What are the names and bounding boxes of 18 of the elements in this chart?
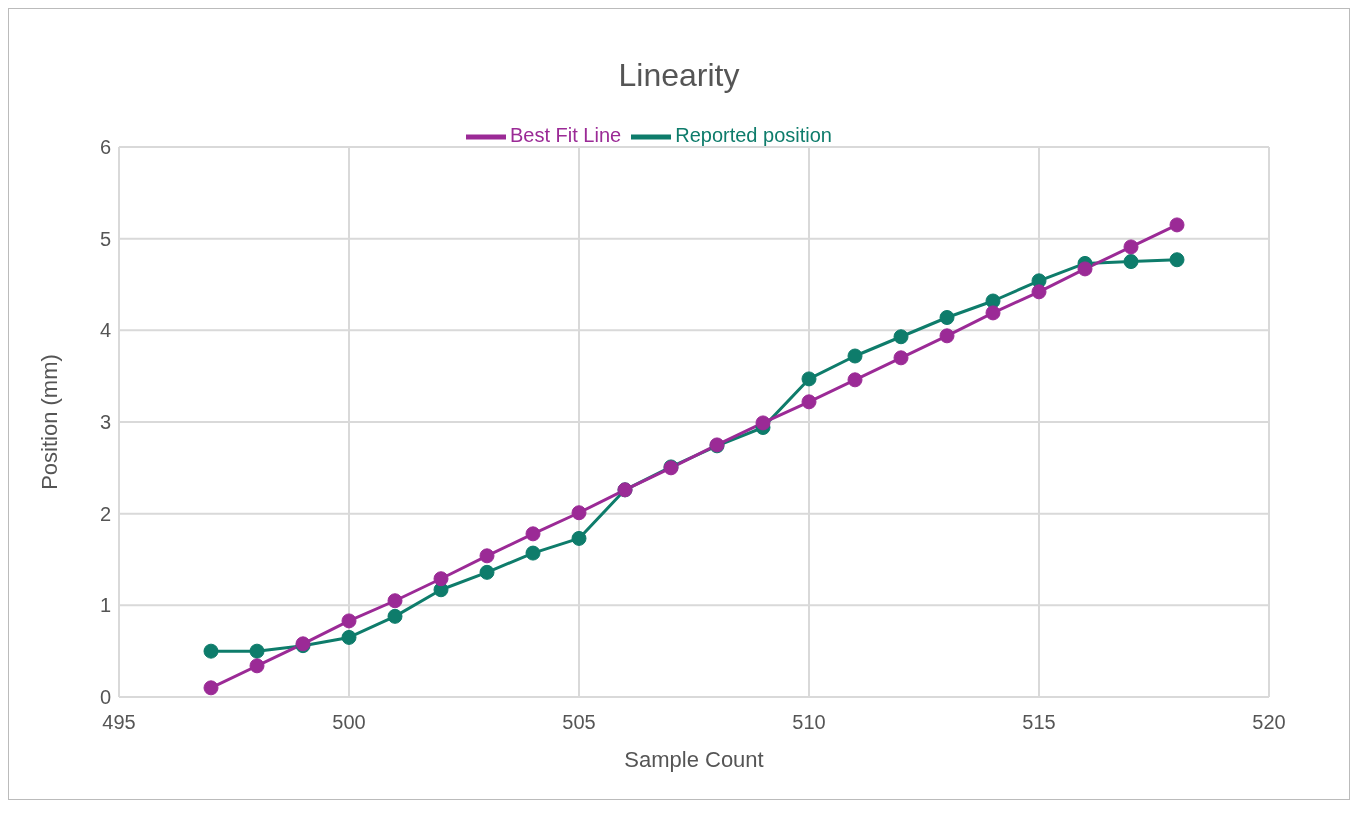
y-tick-label: 5 xyxy=(99,227,111,250)
y-tick-label: 3 xyxy=(99,411,111,434)
chart-title: Linearity xyxy=(617,56,741,95)
x-tick-label: 515 xyxy=(1022,711,1056,734)
legend-label: Reported position xyxy=(675,124,832,147)
y-tick-label: 6 xyxy=(99,136,111,159)
y-tick-label: 4 xyxy=(99,319,111,342)
legend-label: Best Fit Line xyxy=(510,124,622,147)
x-tick-label: 510 xyxy=(792,711,826,734)
y-tick-label: 2 xyxy=(99,502,111,525)
x-tick-label: 500 xyxy=(332,711,366,734)
x-tick-label: 505 xyxy=(562,711,596,734)
x-axis-title: Sample Count xyxy=(624,747,764,772)
y-tick-label: 1 xyxy=(99,594,111,617)
x-tick-label: 520 xyxy=(1252,711,1286,734)
y-tick-label: 0 xyxy=(99,686,111,709)
x-tick-label: 495 xyxy=(102,711,136,734)
y-axis-title: Position (mm) xyxy=(36,354,62,490)
